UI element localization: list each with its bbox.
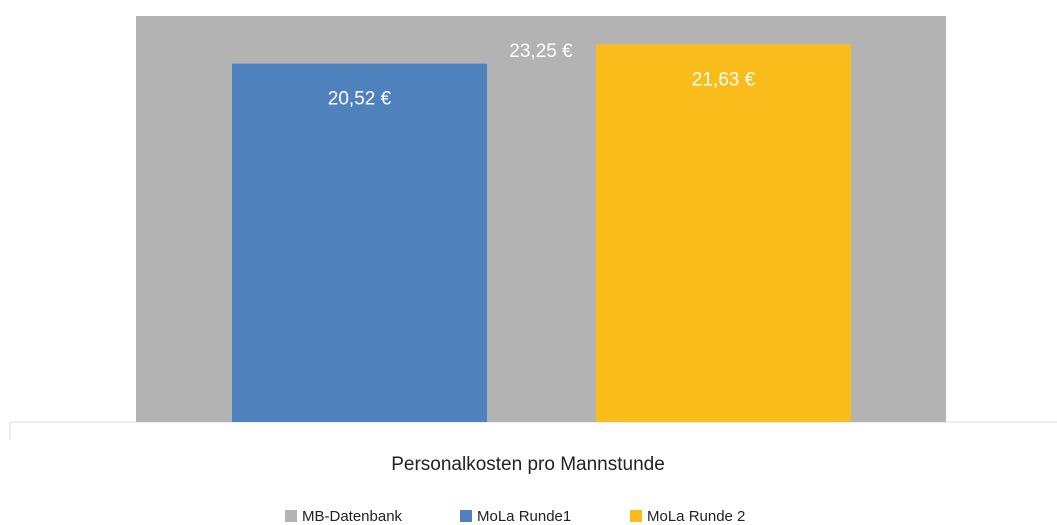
- value-label: 23,25 €: [509, 41, 573, 62]
- legend-label: MB-Datenbank: [302, 508, 403, 525]
- legend-label: MoLa Runde1: [477, 508, 571, 525]
- value-label: 20,52 €: [328, 89, 392, 110]
- bar: [232, 63, 487, 423]
- legend-swatch: [460, 510, 472, 522]
- category-label: Personalkosten pro Mannstunde: [391, 454, 665, 475]
- legend-swatch: [630, 510, 642, 522]
- legend-swatch: [285, 510, 297, 522]
- value-label: 21,63 €: [692, 69, 756, 90]
- bar: [596, 44, 851, 422]
- legend-label: MoLa Runde 2: [647, 508, 745, 525]
